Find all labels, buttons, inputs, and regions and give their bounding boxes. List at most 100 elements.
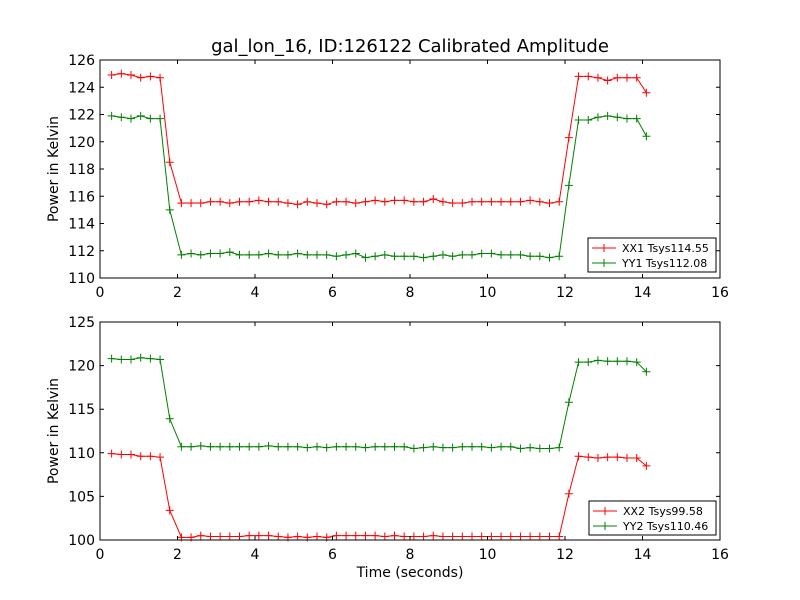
y-tick-label: 120 [68, 135, 95, 151]
data-point [146, 114, 155, 123]
y-tick-label: 118 [68, 162, 95, 178]
data-point [593, 73, 602, 82]
data-point [429, 442, 438, 451]
data-point [361, 253, 370, 262]
y-tick-label: 124 [68, 80, 95, 96]
data-point [613, 73, 622, 82]
data-point [380, 532, 389, 541]
data-point [438, 532, 447, 541]
data-point [332, 197, 341, 206]
data-point [127, 70, 135, 79]
data-point [477, 442, 486, 451]
data-point [438, 250, 447, 259]
data-point [458, 532, 467, 541]
data-point [264, 441, 273, 450]
data-point [642, 88, 651, 97]
data-point [458, 199, 467, 208]
legend-label: XX2 Tsys99.58 [623, 505, 703, 518]
data-point [303, 443, 312, 452]
y-tick-label: 125 [68, 315, 95, 331]
data-point [535, 197, 544, 206]
data-point [342, 197, 351, 206]
x-tick-label: 2 [173, 547, 182, 563]
y-tick-label: 110 [68, 271, 95, 287]
data-point [400, 252, 409, 261]
data-point [390, 196, 399, 205]
data-point [506, 442, 515, 451]
data-point [165, 158, 174, 167]
data-point [526, 443, 535, 452]
data-point [623, 357, 631, 366]
x-tick-label: 14 [634, 285, 652, 301]
data-point [177, 250, 186, 259]
data-point [127, 355, 135, 364]
data-point [245, 531, 254, 540]
data-point [371, 531, 380, 540]
data-point [390, 531, 399, 540]
data-point [400, 196, 409, 205]
y-tick-label: 115 [68, 402, 95, 418]
data-point [225, 248, 234, 257]
data-point [438, 197, 447, 206]
data-point [196, 199, 205, 208]
data-point [361, 531, 370, 540]
data-point [448, 199, 457, 208]
data-point [351, 199, 360, 208]
data-point [165, 506, 174, 515]
y-tick-label: 116 [68, 189, 95, 205]
data-point [303, 250, 312, 259]
data-point [593, 113, 602, 122]
data-point [603, 453, 612, 462]
legend-marker [601, 507, 609, 515]
data-point [206, 197, 215, 206]
data-point [371, 252, 380, 261]
data-point [206, 442, 215, 451]
data-point [196, 250, 205, 259]
data-point [448, 532, 457, 541]
data-point [564, 181, 573, 190]
data-point [419, 532, 428, 541]
data-point [380, 197, 389, 206]
legend: XX1 Tsys114.55 YY1 Tsys112.08 [587, 237, 717, 273]
data-point [293, 532, 302, 541]
data-point [613, 113, 622, 122]
data-point [497, 532, 506, 541]
data-point [584, 72, 593, 81]
data-point [574, 358, 583, 367]
data-point [535, 532, 544, 541]
x-tick-label: 6 [328, 285, 337, 301]
legend-box [587, 237, 717, 273]
data-point [506, 197, 515, 206]
y-tick-label: 112 [68, 244, 95, 260]
data-point [313, 250, 321, 259]
data-point [351, 442, 360, 451]
legend-marker [601, 522, 609, 530]
data-point [254, 442, 263, 451]
x-tick-label: 10 [479, 547, 497, 563]
data-point [555, 252, 564, 261]
data-point [303, 197, 312, 206]
bottom-panel: 0 2 4 6 8 10 12 14 16 100 105 110 115 120 125 Power in … [46, 315, 729, 563]
x-tick-label: 2 [173, 285, 182, 301]
data-point [293, 200, 302, 209]
data-point [283, 199, 292, 208]
legend-label: YY2 Tsys110.46 [622, 520, 708, 533]
data-point [136, 452, 145, 461]
data-point [564, 398, 573, 407]
data-point [632, 114, 641, 123]
data-point [419, 197, 428, 206]
data-point [477, 197, 486, 206]
data-point [245, 197, 254, 206]
data-point [235, 197, 244, 206]
data-point [274, 197, 283, 206]
data-point [429, 194, 438, 203]
data-point [136, 353, 145, 362]
data-point [429, 531, 438, 540]
data-point [136, 73, 145, 82]
data-point [603, 111, 612, 120]
data-point [516, 444, 525, 453]
data-point [225, 442, 234, 451]
data-point [564, 133, 573, 142]
data-point [274, 442, 283, 451]
